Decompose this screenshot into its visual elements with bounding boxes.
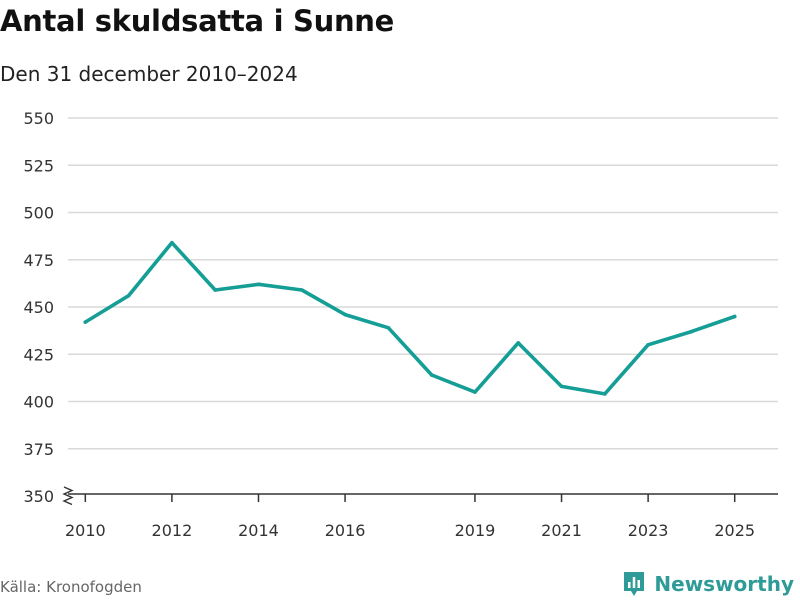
x-tick-label: 2014	[238, 521, 279, 540]
data-point	[429, 373, 434, 377]
data-point	[386, 325, 391, 330]
x-tick-label: 2023	[628, 521, 669, 540]
y-tick-label: 450	[23, 298, 54, 317]
newsworthy-logo-icon	[622, 570, 646, 598]
data-point	[213, 288, 217, 292]
data-point	[689, 329, 694, 334]
data-point	[343, 312, 347, 317]
chart-title: Antal skuldsatta i Sunne	[0, 4, 394, 38]
y-tick-label: 350	[23, 487, 54, 506]
y-tick-label: 475	[23, 251, 54, 270]
x-tick-label: 2016	[325, 521, 366, 540]
y-tick-label: 375	[23, 440, 54, 459]
data-point	[603, 392, 607, 396]
data-point	[126, 293, 131, 298]
y-tick-label: 550	[23, 109, 54, 128]
data-point	[732, 314, 737, 319]
brand-name: Newsworthy	[654, 572, 794, 596]
x-tick-label: 2025	[714, 521, 755, 540]
series-layer	[83, 240, 737, 396]
y-tick-label: 500	[23, 204, 54, 223]
x-axis-tick-labels: 2010 2012 2014 2016 2019 2021 2023 2025	[65, 494, 755, 540]
data-point	[83, 320, 88, 324]
zigzag-axis-break-icon	[62, 486, 74, 506]
data-point	[170, 240, 174, 245]
x-tick-label: 2010	[65, 521, 106, 540]
x-tick-label: 2012	[152, 521, 193, 540]
source-note: Källa: Kronofogden	[0, 578, 142, 596]
data-point	[646, 343, 650, 347]
x-tick-label: 2019	[455, 521, 496, 540]
x-tick-label: 2021	[541, 521, 582, 540]
gridlines	[68, 117, 778, 450]
y-tick-label: 425	[23, 345, 54, 364]
brand-logo: Newsworthy	[622, 570, 794, 598]
data-point	[299, 288, 304, 292]
data-point	[516, 341, 521, 345]
x-axis	[62, 486, 778, 506]
y-axis-tick-labels: 350 375 400 425 450 475 500 525 550	[23, 109, 54, 506]
data-point	[256, 282, 261, 287]
y-tick-label: 525	[23, 156, 54, 175]
chart-subtitle: Den 31 december 2010–2024	[0, 62, 298, 86]
y-tick-label: 400	[23, 393, 54, 412]
data-point	[473, 390, 477, 394]
data-point	[559, 384, 564, 389]
series-line	[83, 240, 737, 396]
